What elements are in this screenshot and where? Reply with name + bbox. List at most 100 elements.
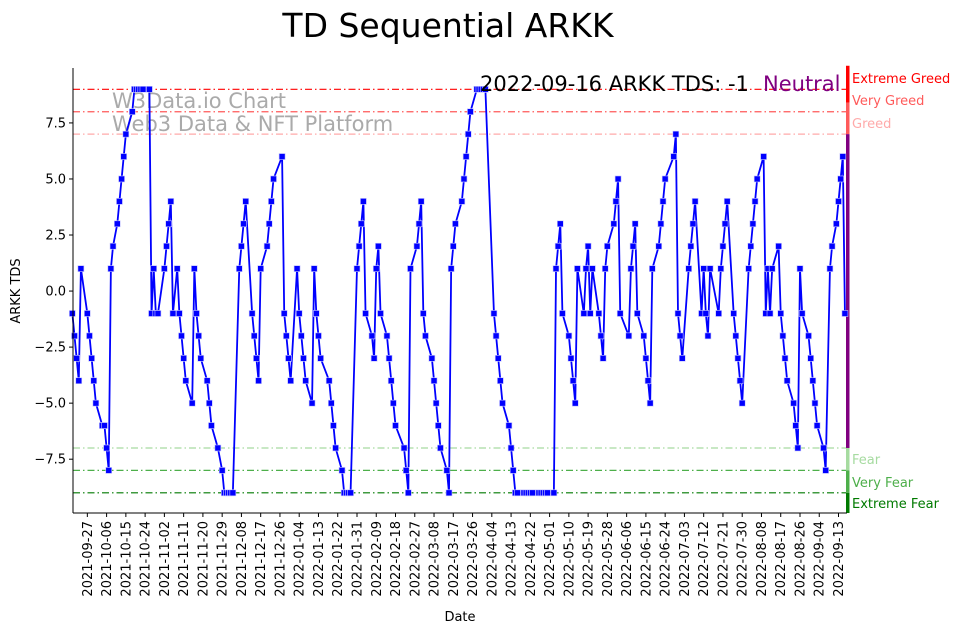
data-point [584, 242, 592, 250]
data-point [777, 310, 785, 317]
data-point [612, 198, 620, 205]
data-point [235, 265, 243, 272]
data-point [203, 377, 211, 385]
data-point [122, 130, 130, 138]
data-point [208, 422, 215, 429]
data-point [796, 265, 804, 272]
x-tick-label: 2022-07-21 [716, 521, 731, 597]
data-point [809, 377, 817, 385]
data-point [287, 377, 294, 385]
data-point [229, 489, 237, 497]
data-point [749, 220, 757, 228]
y-tick-label: −2.5 [34, 341, 66, 356]
x-tick-label: 2022-02-27 [408, 521, 423, 597]
data-point [582, 265, 590, 272]
data-point [430, 377, 438, 385]
data-point [507, 444, 515, 452]
data-point [278, 153, 286, 160]
data-point [678, 355, 686, 362]
data-point [390, 399, 397, 407]
data-point [372, 265, 380, 272]
data-point [75, 377, 83, 385]
data-point [400, 444, 408, 452]
data-point [325, 377, 333, 385]
data-point [422, 332, 429, 340]
data-point [317, 355, 324, 362]
data-point [293, 265, 301, 272]
x-tick-label: 2022-05-01 [543, 521, 558, 597]
data-point [805, 332, 812, 340]
data-point [308, 399, 316, 407]
data-point [580, 310, 588, 317]
data-point [839, 153, 847, 160]
data-point [490, 310, 498, 317]
data-point [574, 265, 581, 272]
x-tick-label: 2022-05-19 [582, 521, 597, 597]
data-point [625, 332, 633, 340]
threshold-label: Very Greed [852, 94, 924, 109]
data-point [328, 399, 335, 407]
data-point [798, 310, 806, 317]
data-point [811, 399, 819, 407]
data-point [550, 489, 558, 497]
watermark-line-2: Web3 Data & NFT Platform [112, 112, 393, 136]
x-tick-label: 2021-12-26 [273, 521, 288, 597]
y-tick-label: 0.0 [45, 285, 66, 300]
data-point [377, 310, 384, 317]
data-point [146, 85, 153, 93]
data-point [509, 467, 517, 474]
data-point [370, 355, 378, 362]
data-point [721, 220, 729, 228]
data-point [109, 242, 117, 250]
data-point [310, 265, 318, 272]
sentiment-band [846, 470, 850, 493]
watermark-line-1: W3Data.io Chart [112, 89, 286, 113]
x-tick-label: 2022-01-31 [350, 521, 365, 597]
x-tick-label: 2022-07-30 [736, 521, 751, 597]
data-point [240, 220, 247, 228]
x-tick-label: 2022-07-03 [678, 521, 693, 597]
data-point [253, 355, 260, 362]
data-point [604, 242, 611, 250]
data-point [552, 265, 560, 272]
x-tick-label: 2021-11-11 [177, 521, 192, 597]
data-point [717, 265, 725, 272]
y-ticks: 7.5 5.0 2.5 0.0 −2.5 −5.0 −7.5 [34, 116, 73, 468]
data-point [730, 310, 737, 317]
data-point [445, 489, 453, 497]
data-point [103, 444, 110, 452]
x-axis-label: Date [444, 610, 475, 625]
series-line [71, 88, 846, 494]
x-tick-label: 2022-06-06 [620, 521, 635, 597]
data-point [837, 175, 844, 183]
data-point [790, 399, 797, 407]
data-point [702, 310, 710, 317]
data-point [295, 310, 303, 317]
data-point [674, 310, 682, 317]
data-point [661, 175, 669, 183]
data-point [128, 108, 136, 116]
y-tick-label: 7.5 [45, 116, 66, 131]
data-point [385, 355, 393, 362]
data-point [514, 489, 521, 497]
data-point [589, 265, 596, 272]
data-point [90, 377, 98, 385]
data-point [833, 220, 840, 228]
data-point [492, 332, 500, 340]
data-point [775, 242, 782, 250]
x-tick-label: 2022-09-13 [832, 521, 847, 597]
data-point [368, 332, 376, 340]
data-point [178, 332, 185, 340]
data-point [263, 242, 271, 250]
data-point [826, 265, 834, 272]
data-point [689, 220, 697, 228]
data-point [69, 310, 76, 317]
data-point [614, 175, 622, 183]
data-point [766, 310, 774, 317]
data-point [460, 175, 468, 183]
x-tick-label: 2022-01-22 [331, 521, 346, 597]
data-point [497, 377, 504, 385]
data-point [413, 242, 421, 250]
data-point [644, 377, 652, 385]
